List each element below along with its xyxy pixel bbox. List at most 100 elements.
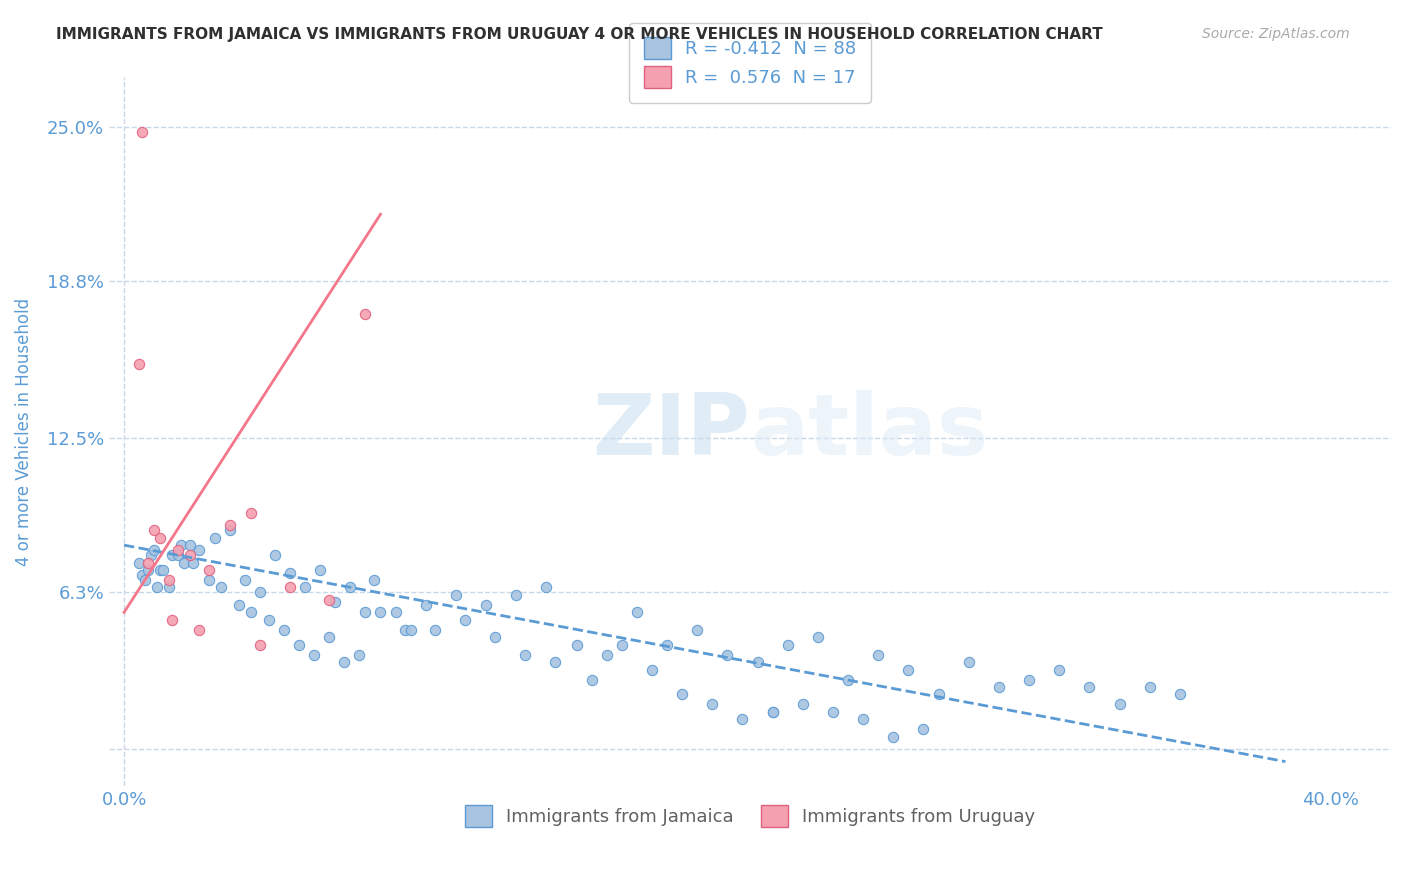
- Point: [239, 605, 262, 619]
- Point: [167, 543, 190, 558]
- Point: [565, 638, 588, 652]
- Point: [515, 648, 537, 662]
- Point: [278, 566, 301, 580]
- Point: [731, 712, 754, 726]
- Point: [333, 655, 356, 669]
- Text: atlas: atlas: [749, 391, 988, 474]
- Point: [157, 581, 180, 595]
- Point: [370, 605, 392, 619]
- Point: [626, 605, 648, 619]
- Point: [821, 705, 844, 719]
- Point: [273, 623, 295, 637]
- Point: [146, 581, 169, 595]
- Point: [384, 605, 406, 619]
- Point: [152, 563, 174, 577]
- Point: [294, 581, 316, 595]
- Point: [143, 543, 166, 558]
- Point: [868, 648, 890, 662]
- Point: [302, 648, 325, 662]
- Point: [209, 581, 232, 595]
- Point: [188, 623, 211, 637]
- Point: [197, 573, 219, 587]
- Point: [807, 630, 830, 644]
- Point: [1018, 673, 1040, 687]
- Point: [505, 588, 527, 602]
- Point: [128, 357, 150, 371]
- Point: [581, 673, 603, 687]
- Point: [776, 638, 799, 652]
- Point: [394, 623, 416, 637]
- Point: [716, 648, 738, 662]
- Point: [278, 581, 301, 595]
- Point: [157, 573, 180, 587]
- Point: [671, 688, 693, 702]
- Point: [544, 655, 567, 669]
- Point: [257, 613, 280, 627]
- Point: [179, 538, 201, 552]
- Point: [323, 595, 346, 609]
- Point: [288, 638, 311, 652]
- Point: [415, 598, 437, 612]
- Point: [179, 548, 201, 562]
- Point: [444, 588, 467, 602]
- Point: [309, 563, 332, 577]
- Point: [239, 506, 262, 520]
- Point: [837, 673, 859, 687]
- Point: [987, 680, 1010, 694]
- Point: [762, 705, 785, 719]
- Point: [454, 613, 477, 627]
- Point: [423, 623, 446, 637]
- Point: [218, 523, 240, 537]
- Point: [318, 593, 340, 607]
- Point: [1047, 663, 1070, 677]
- Point: [218, 518, 240, 533]
- Text: Source: ZipAtlas.com: Source: ZipAtlas.com: [1202, 27, 1350, 41]
- Point: [339, 581, 361, 595]
- Point: [363, 573, 385, 587]
- Point: [167, 548, 190, 562]
- Text: IMMIGRANTS FROM JAMAICA VS IMMIGRANTS FROM URUGUAY 4 OR MORE VEHICLES IN HOUSEHO: IMMIGRANTS FROM JAMAICA VS IMMIGRANTS FR…: [56, 27, 1102, 42]
- Point: [399, 623, 422, 637]
- Point: [1168, 688, 1191, 702]
- Point: [188, 543, 211, 558]
- Legend: Immigrants from Jamaica, Immigrants from Uruguay: Immigrants from Jamaica, Immigrants from…: [457, 797, 1043, 834]
- Point: [141, 548, 163, 562]
- Point: [183, 556, 205, 570]
- Point: [852, 712, 875, 726]
- Point: [596, 648, 619, 662]
- Point: [131, 125, 153, 139]
- Point: [641, 663, 664, 677]
- Point: [747, 655, 769, 669]
- Point: [1078, 680, 1101, 694]
- Point: [149, 531, 172, 545]
- Point: [197, 563, 219, 577]
- Point: [170, 538, 193, 552]
- Point: [484, 630, 506, 644]
- Point: [655, 638, 678, 652]
- Point: [131, 568, 153, 582]
- Point: [173, 556, 195, 570]
- Point: [702, 698, 724, 712]
- Point: [792, 698, 814, 712]
- Text: ZIP: ZIP: [592, 391, 749, 474]
- Point: [204, 531, 226, 545]
- Point: [143, 523, 166, 537]
- Point: [249, 585, 271, 599]
- Point: [928, 688, 950, 702]
- Point: [162, 613, 184, 627]
- Point: [249, 638, 271, 652]
- Point: [128, 556, 150, 570]
- Point: [149, 563, 172, 577]
- Point: [162, 548, 184, 562]
- Point: [1139, 680, 1161, 694]
- Point: [264, 548, 287, 562]
- Point: [354, 307, 377, 321]
- Y-axis label: 4 or more Vehicles in Household: 4 or more Vehicles in Household: [15, 298, 32, 566]
- Point: [1108, 698, 1130, 712]
- Point: [318, 630, 340, 644]
- Point: [882, 730, 904, 744]
- Point: [136, 563, 159, 577]
- Point: [536, 581, 558, 595]
- Point: [134, 573, 156, 587]
- Point: [686, 623, 709, 637]
